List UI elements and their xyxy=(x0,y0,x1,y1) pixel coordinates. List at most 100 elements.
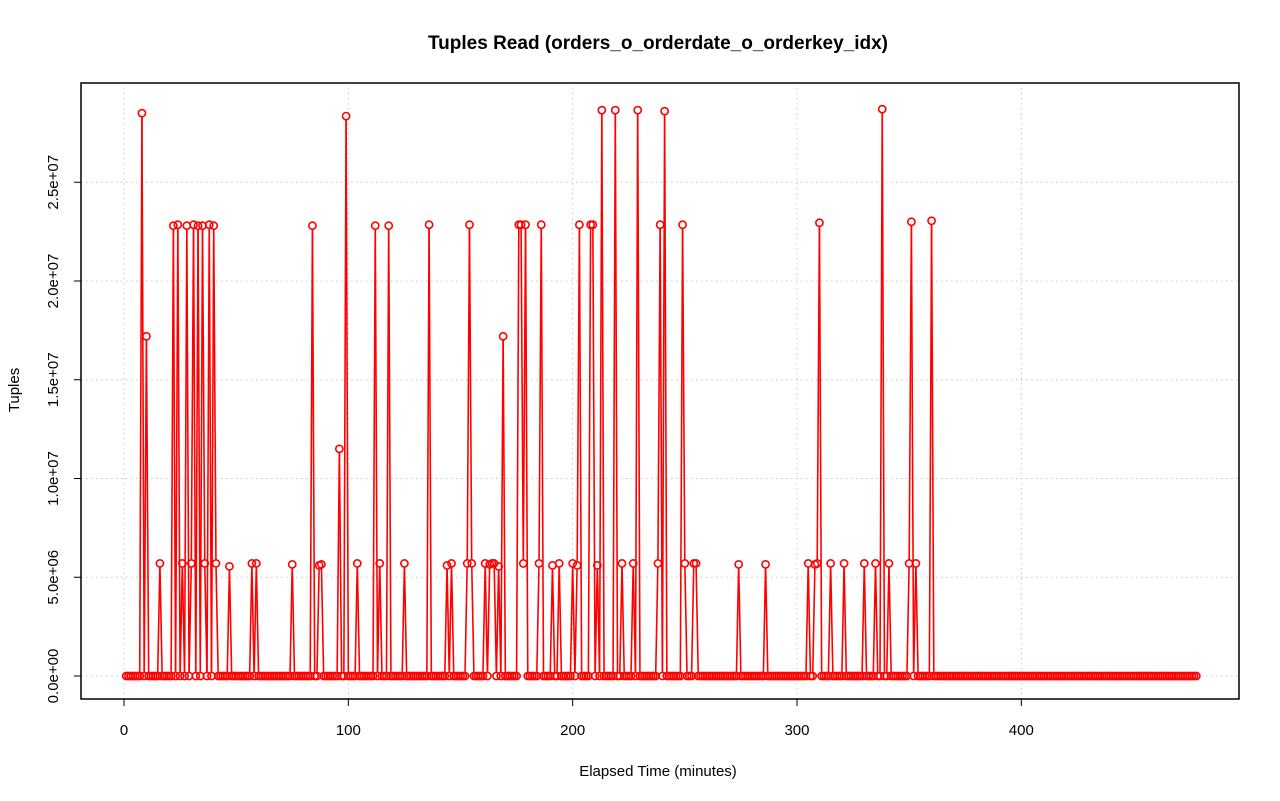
series-segment xyxy=(345,120,350,672)
data-point xyxy=(155,559,165,568)
y-axis: 0.0e+00 5.0e+06 1.0e+07 1.5e+07 2.0e+07 2.5e+… xyxy=(45,155,82,704)
y-tick-label: 0.0e+00 xyxy=(45,649,62,704)
data-point xyxy=(334,444,344,454)
series-segment xyxy=(805,567,809,672)
series-segment xyxy=(446,569,450,672)
series-segment xyxy=(818,226,823,672)
series-segment xyxy=(762,568,767,672)
data-point xyxy=(859,559,869,568)
series-segment xyxy=(684,567,688,672)
data-point xyxy=(536,220,546,230)
series-segment xyxy=(621,567,625,672)
series-segment xyxy=(228,570,233,672)
data-point xyxy=(465,220,474,230)
data-point xyxy=(189,220,198,230)
data-point xyxy=(680,559,690,568)
series-segment xyxy=(614,114,619,672)
data-point xyxy=(653,559,663,568)
series-segment xyxy=(226,570,231,672)
series-segment xyxy=(569,567,574,672)
series-segment xyxy=(910,225,915,672)
data-point xyxy=(142,331,151,341)
data-point xyxy=(597,105,607,115)
data-point xyxy=(521,220,530,230)
data-point xyxy=(462,559,472,568)
series-segment xyxy=(558,567,563,672)
series-segment xyxy=(482,567,486,672)
x-axis: 0 100 200 300 400 xyxy=(120,698,1034,739)
series-segment xyxy=(578,228,583,672)
series-segment xyxy=(843,567,848,672)
series-segment xyxy=(444,569,448,672)
series-segment xyxy=(145,340,150,672)
series-segment xyxy=(888,567,892,672)
data-point xyxy=(204,220,214,230)
series-segment xyxy=(654,567,659,672)
chart-title: Tuples Read (orders_o_orderdate_o_orderk… xyxy=(428,33,888,54)
series-segment xyxy=(695,567,700,672)
series-segment xyxy=(841,567,845,672)
data-point xyxy=(927,216,936,226)
series-segment xyxy=(881,113,886,672)
series-segment xyxy=(199,229,204,672)
series-segment xyxy=(549,569,554,672)
series-segment xyxy=(201,229,206,560)
series-segment xyxy=(177,228,181,672)
data-point xyxy=(588,220,598,230)
series-segment xyxy=(619,567,623,672)
data-point xyxy=(384,221,394,231)
series-segment xyxy=(428,228,433,672)
series-segment xyxy=(495,570,500,672)
y-tick-label: 2.5e+07 xyxy=(45,155,62,210)
data-point xyxy=(512,671,521,681)
data-point xyxy=(168,221,178,231)
series-segment xyxy=(551,569,556,672)
data-point xyxy=(424,220,434,230)
series-segment xyxy=(737,568,742,672)
series-segment xyxy=(210,229,215,672)
data-point xyxy=(186,559,196,568)
data-point xyxy=(287,560,297,569)
data-point xyxy=(447,559,456,568)
y-axis-label: Tuples xyxy=(6,368,23,412)
data-point xyxy=(518,559,528,568)
series-segment xyxy=(450,567,455,672)
data-point xyxy=(534,559,544,568)
series-segment xyxy=(502,340,507,672)
data-point xyxy=(554,559,564,568)
data-point xyxy=(761,560,770,569)
data-point xyxy=(815,218,824,228)
series-segment xyxy=(338,453,343,672)
data-point xyxy=(911,559,921,568)
data-point xyxy=(166,671,176,681)
data-point xyxy=(494,561,504,571)
series-segment xyxy=(291,568,296,672)
series-segment xyxy=(141,117,145,672)
series-segment xyxy=(536,567,540,672)
series-segment xyxy=(484,567,489,672)
y-tick-label: 2.0e+07 xyxy=(45,254,62,309)
series-segment xyxy=(906,567,910,672)
series-segment xyxy=(311,229,316,672)
series-segment xyxy=(636,114,641,672)
series-segment xyxy=(320,568,325,672)
grid xyxy=(81,83,1239,699)
series-segment xyxy=(156,567,161,672)
series-segment xyxy=(872,567,877,672)
series-segment xyxy=(379,567,383,672)
series-segment xyxy=(912,567,917,672)
data-point xyxy=(180,671,189,681)
data-point xyxy=(247,559,257,568)
series-segment xyxy=(827,567,832,672)
series-segment xyxy=(556,567,560,672)
series-segment xyxy=(316,569,320,672)
data-point xyxy=(590,671,600,681)
series-segment xyxy=(186,229,190,672)
data-point xyxy=(826,559,836,568)
series-segment xyxy=(376,567,381,672)
x-tick-label: 400 xyxy=(1009,722,1034,739)
data-point xyxy=(655,220,665,230)
data-point xyxy=(137,108,147,118)
data-point xyxy=(566,671,575,681)
